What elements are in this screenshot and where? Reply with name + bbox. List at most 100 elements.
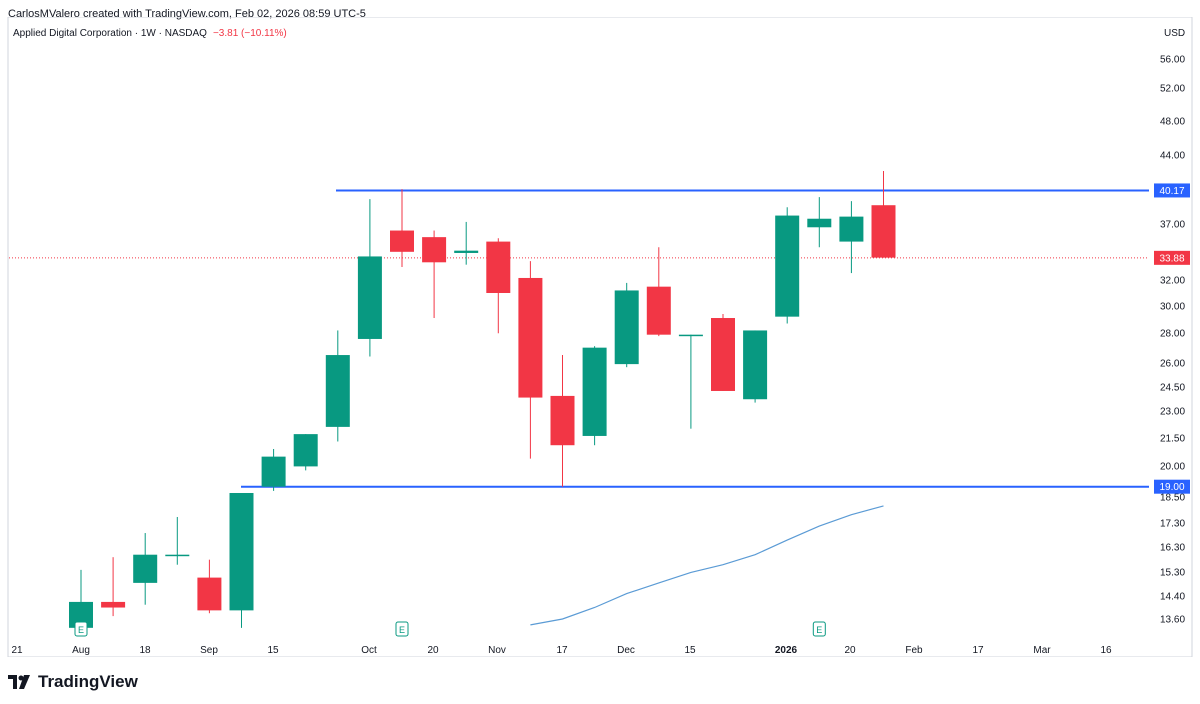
candle[interactable]: [486, 238, 511, 334]
time-tick-label: 21: [11, 645, 23, 656]
earnings-label: E: [78, 625, 84, 635]
candle[interactable]: [743, 330, 768, 403]
candle[interactable]: [165, 516, 190, 565]
earnings-marker[interactable]: E: [395, 621, 409, 637]
candle[interactable]: [614, 282, 639, 368]
candle-body: [871, 205, 896, 258]
candle[interactable]: [69, 569, 93, 628]
time-tick-label: 16: [1100, 645, 1112, 656]
candle[interactable]: [390, 189, 414, 268]
candle[interactable]: [133, 533, 158, 605]
candle[interactable]: [839, 201, 864, 274]
level-badge-label: 40.17: [1159, 186, 1184, 197]
moving-average-line: [530, 505, 884, 626]
chart-frame: [7, 17, 1193, 657]
time-tick-label: Dec: [617, 645, 635, 656]
earnings-badge: [395, 621, 409, 637]
time-axis[interactable]: 21 Aug 18 Sep 15 Oct 20 Nov 17 Dec 15 2026 20 Feb 17 Ma…: [11, 645, 1112, 656]
candle-body: [165, 554, 190, 557]
price-tick-label: 23.00: [1160, 407, 1185, 418]
candle-body: [101, 601, 126, 608]
candle[interactable]: [357, 199, 382, 357]
candle-body: [550, 395, 575, 446]
candle[interactable]: [678, 334, 703, 429]
chart-legend: Applied Digital Corporation · 1W · NASDA…: [13, 28, 287, 39]
price-tick-label: 44.00: [1160, 151, 1185, 162]
time-tick-label: Nov: [488, 645, 506, 656]
earnings-marker[interactable]: E: [74, 621, 88, 637]
candle-body: [678, 334, 703, 337]
candle[interactable]: [550, 355, 575, 487]
last-price-badge-label: 33.88: [1159, 253, 1184, 264]
time-tick-label: 2026: [775, 645, 798, 656]
candle-body: [133, 554, 158, 583]
time-tick-label: Oct: [361, 645, 377, 656]
price-tick-label: 16.30: [1160, 543, 1185, 554]
candle-body: [711, 318, 735, 391]
candle[interactable]: [582, 346, 607, 446]
candle[interactable]: [261, 448, 286, 491]
candle[interactable]: [454, 221, 479, 265]
candle[interactable]: [293, 434, 318, 471]
candle-body: [743, 330, 768, 400]
brand-name: TradingView: [38, 672, 138, 691]
candle-body: [293, 434, 318, 467]
candle[interactable]: [871, 170, 896, 258]
time-tick-label: 15: [684, 645, 696, 656]
level-price-badge[interactable]: 40.17: [1154, 183, 1190, 198]
time-tick-label: 20: [844, 645, 856, 656]
level-badge-bg: [1154, 183, 1190, 198]
candle-body: [261, 456, 286, 487]
candle-body: [357, 256, 382, 339]
price-tick-label: 56.00: [1160, 55, 1185, 66]
candle[interactable]: [197, 559, 222, 614]
chart-title: Applied Digital Corporation · 1W · NASDA…: [13, 28, 207, 39]
candle[interactable]: [518, 261, 543, 459]
price-tick-label: 15.30: [1160, 568, 1185, 579]
tradingview-logo[interactable]: TradingView: [8, 672, 138, 692]
candle[interactable]: [711, 313, 735, 391]
price-tick-label: 17.30: [1160, 519, 1185, 530]
price-axis[interactable]: 56.00 52.00 48.00 44.00 37.00 32.00 30.00 28.00…: [1154, 55, 1190, 626]
time-tick-label: 17: [972, 645, 984, 656]
earnings-badge: [812, 621, 826, 637]
candle[interactable]: [101, 557, 126, 617]
candle-body: [646, 286, 671, 335]
time-tick-label: 15: [267, 645, 279, 656]
time-tick-label: 20: [427, 645, 439, 656]
candle-body: [582, 347, 607, 436]
candle[interactable]: [229, 492, 254, 628]
candle[interactable]: [422, 230, 447, 319]
candle-body: [422, 237, 447, 263]
last-price-badge-bg: [1154, 250, 1190, 265]
candle[interactable]: [325, 330, 350, 442]
price-tick-label: 37.00: [1160, 220, 1185, 231]
price-tick-label: 52.00: [1160, 84, 1185, 95]
last-price-badge[interactable]: 33.88: [1154, 250, 1190, 265]
candle-body: [229, 492, 254, 611]
earnings-marker[interactable]: E: [812, 621, 826, 637]
time-tick-label: Aug: [72, 645, 90, 656]
price-tick-label: 30.00: [1160, 302, 1185, 313]
level-badge-bg: [1154, 479, 1190, 494]
candle[interactable]: [775, 207, 800, 324]
candle-body: [775, 215, 800, 317]
level-price-badge[interactable]: 19.00: [1154, 479, 1190, 494]
candle-body: [518, 277, 543, 398]
candle-body: [486, 241, 511, 293]
price-tick-label: 24.50: [1160, 383, 1185, 394]
candle-body: [614, 290, 639, 365]
price-tick-label: 13.60: [1160, 615, 1185, 626]
price-tick-label: 14.40: [1160, 592, 1185, 603]
candle-body: [807, 218, 832, 228]
candle[interactable]: [646, 247, 671, 337]
candle-body: [839, 216, 864, 242]
candle-body: [325, 355, 350, 427]
candle-body: [454, 250, 479, 253]
earnings-label: E: [816, 625, 822, 635]
price-change: −3.81 (−10.11%): [212, 28, 287, 39]
level-badge-label: 19.00: [1159, 482, 1184, 493]
candle[interactable]: [807, 197, 832, 248]
